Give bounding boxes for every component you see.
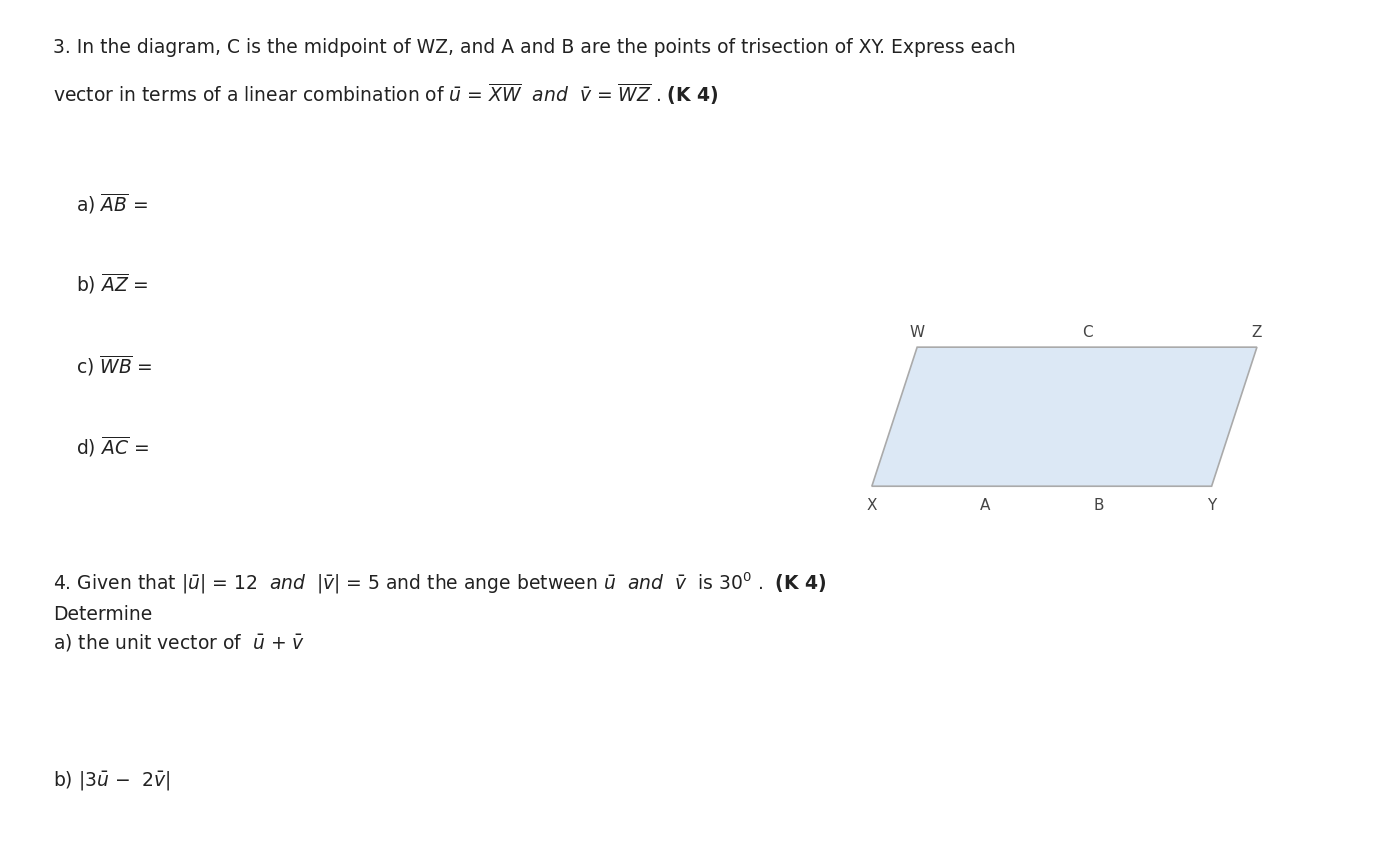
- Text: b) $\overline{AZ}$ =: b) $\overline{AZ}$ =: [76, 271, 149, 296]
- Text: b) $|3\bar{u}$ $-$  $2\bar{v}|$: b) $|3\bar{u}$ $-$ $2\bar{v}|$: [53, 769, 171, 792]
- Text: Y: Y: [1207, 498, 1216, 513]
- Text: Z: Z: [1252, 325, 1262, 340]
- Text: A: A: [980, 498, 990, 513]
- Text: a) the unit vector of  $\bar{u}$ + $\bar{v}$: a) the unit vector of $\bar{u}$ + $\bar{…: [53, 632, 304, 653]
- Text: W: W: [909, 325, 924, 340]
- Text: B: B: [1093, 498, 1104, 513]
- Text: a) $\overline{AB}$ =: a) $\overline{AB}$ =: [76, 192, 149, 216]
- Text: d) $\overline{AC}$ =: d) $\overline{AC}$ =: [76, 435, 149, 459]
- Text: c) $\overline{WB}$ =: c) $\overline{WB}$ =: [76, 354, 153, 378]
- Text: 3. In the diagram, C is the midpoint of WZ, and A and B are the points of trisec: 3. In the diagram, C is the midpoint of …: [53, 38, 1016, 57]
- Text: C: C: [1081, 325, 1093, 340]
- Text: Determine: Determine: [53, 605, 152, 624]
- Polygon shape: [872, 347, 1257, 486]
- Text: vector in terms of a linear combination of $\bar{u}$ = $\overline{XW}$  $and$  $: vector in terms of a linear combination …: [53, 81, 719, 106]
- Text: X: X: [866, 498, 877, 513]
- Text: 4. Given that $|\bar{u}|$ = 12  $and$  $|\bar{v}|$ = 5 and the ange between $\ba: 4. Given that $|\bar{u}|$ = 12 $and$ $|\…: [53, 571, 826, 596]
